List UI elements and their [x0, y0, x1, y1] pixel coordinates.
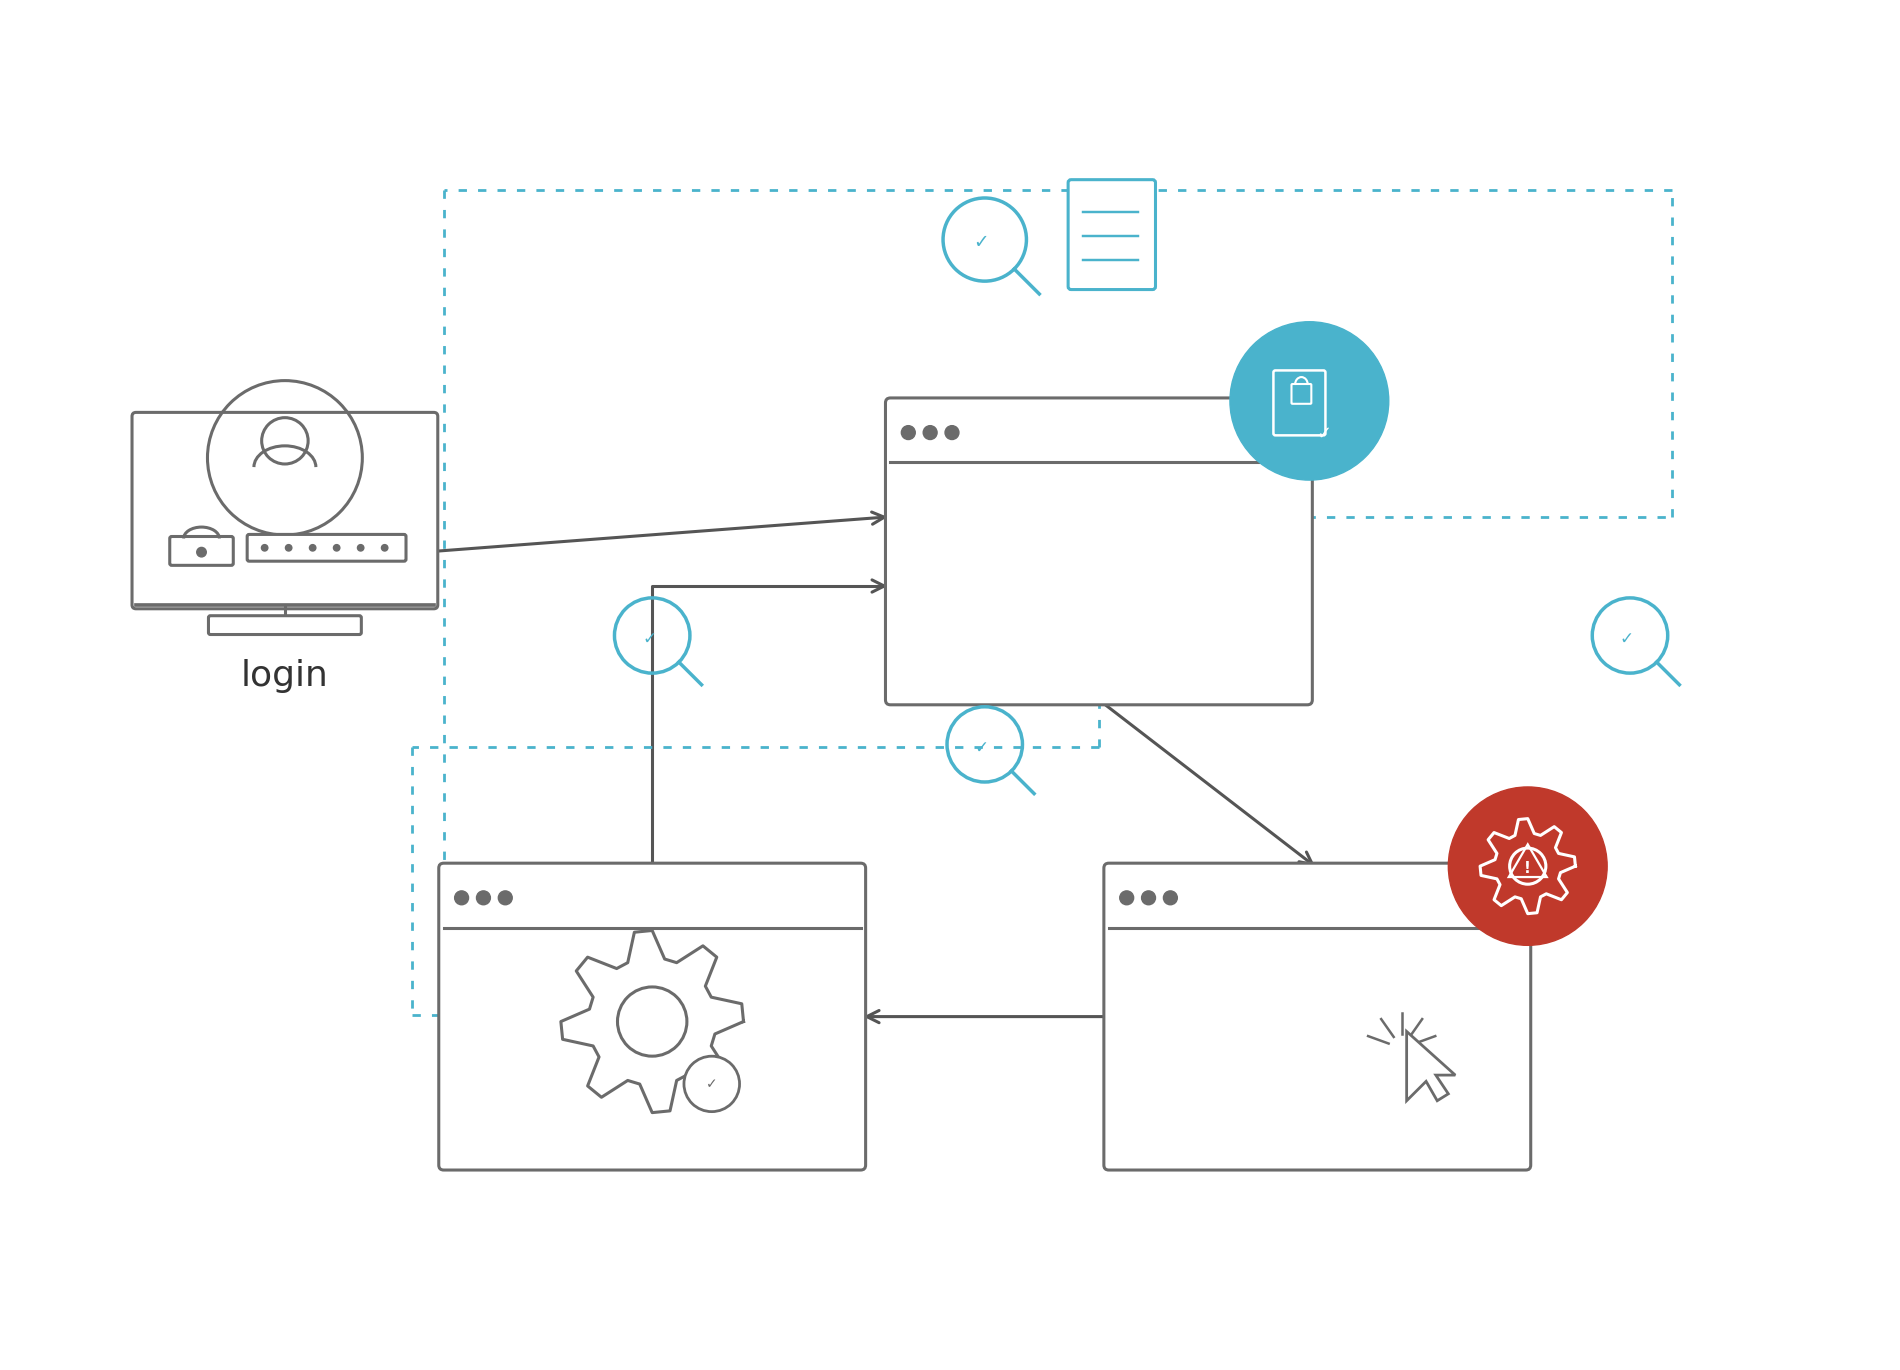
Circle shape — [262, 545, 268, 551]
Text: Session: Session — [1180, 981, 1324, 1014]
Circle shape — [1142, 890, 1155, 904]
Circle shape — [1163, 890, 1178, 904]
Circle shape — [334, 545, 340, 551]
Circle shape — [357, 545, 365, 551]
Text: ✓: ✓ — [975, 738, 988, 756]
Text: ✓: ✓ — [642, 630, 656, 648]
Circle shape — [498, 890, 513, 904]
Text: login: login — [241, 659, 329, 693]
Circle shape — [1119, 890, 1134, 904]
FancyBboxPatch shape — [169, 537, 234, 566]
Text: ✓: ✓ — [973, 233, 990, 252]
FancyBboxPatch shape — [131, 412, 437, 608]
Circle shape — [923, 426, 937, 440]
Circle shape — [684, 1056, 739, 1111]
Text: ended: ended — [1195, 1041, 1311, 1074]
Circle shape — [477, 890, 490, 904]
Circle shape — [901, 426, 916, 440]
Text: !: ! — [1524, 860, 1531, 875]
FancyBboxPatch shape — [209, 615, 361, 634]
Circle shape — [454, 890, 469, 904]
Circle shape — [1448, 786, 1607, 945]
FancyBboxPatch shape — [1104, 863, 1531, 1170]
Circle shape — [1229, 322, 1389, 480]
Polygon shape — [1406, 1032, 1455, 1100]
FancyBboxPatch shape — [247, 534, 407, 562]
FancyBboxPatch shape — [439, 863, 866, 1170]
Text: ✓: ✓ — [1317, 425, 1332, 443]
Text: is active: is active — [975, 577, 1113, 610]
FancyBboxPatch shape — [1068, 179, 1155, 289]
Text: ✓: ✓ — [1621, 630, 1634, 648]
Circle shape — [944, 426, 960, 440]
Circle shape — [310, 545, 315, 551]
Circle shape — [382, 545, 388, 551]
FancyBboxPatch shape — [885, 397, 1313, 704]
Circle shape — [285, 545, 293, 551]
Text: Session: Session — [980, 516, 1108, 549]
Circle shape — [198, 548, 207, 558]
Text: ✓: ✓ — [707, 1077, 718, 1091]
